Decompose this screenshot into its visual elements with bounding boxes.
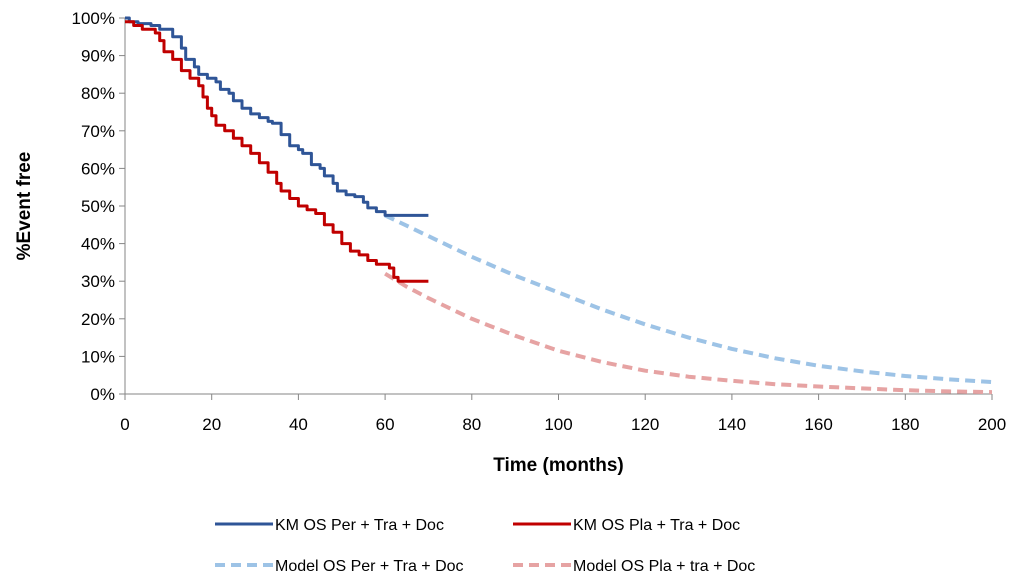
y-tick-label: 0% xyxy=(90,385,115,404)
x-tick-label: 200 xyxy=(978,415,1006,434)
legend: KM OS Per + Tra + Doc KM OS Pla + Tra + D… xyxy=(215,517,755,575)
x-tick-label: 180 xyxy=(891,415,919,434)
series-line-2 xyxy=(125,20,429,283)
y-tick-label: 30% xyxy=(81,272,115,291)
series-line-3 xyxy=(384,213,993,384)
legend-label-1: KM OS Per + Tra + Doc xyxy=(275,517,444,534)
legend-label-4: Model OS Pla + tra + Doc xyxy=(573,558,755,575)
series-line-1 xyxy=(125,16,429,217)
y-tick-label: 60% xyxy=(81,159,115,178)
y-tick-label: 50% xyxy=(81,197,115,216)
y-tick-label: 80% xyxy=(81,84,115,103)
series-line-4 xyxy=(384,271,993,395)
x-tick-label: 0 xyxy=(120,415,129,434)
y-tick-label: 100% xyxy=(72,9,115,28)
x-tick-label: 80 xyxy=(462,415,481,434)
x-tick-label: 100 xyxy=(544,415,572,434)
x-axis-title: Time (months) xyxy=(493,455,624,476)
y-tick-label: 20% xyxy=(81,310,115,329)
y-tick-label: 70% xyxy=(81,122,115,141)
x-tick-label: 20 xyxy=(202,415,221,434)
series-layer xyxy=(125,16,993,395)
x-tick-label: 40 xyxy=(289,415,308,434)
x-tick-label: 160 xyxy=(804,415,832,434)
legend-label-3: Model OS Per + Tra + Doc xyxy=(275,558,464,575)
y-tick-label: 40% xyxy=(81,235,115,254)
axes: 0% 10% 20% 30% 40% 50% 60% 70% 80% 90% 100% 0 20 40 60… xyxy=(72,9,1007,434)
y-axis-title: %Event free xyxy=(14,152,35,261)
x-tick-label: 60 xyxy=(376,415,395,434)
x-tick-label: 120 xyxy=(631,415,659,434)
x-tick-label: 140 xyxy=(718,415,746,434)
legend-label-2: KM OS Pla + Tra + Doc xyxy=(573,517,740,534)
y-tick-label: 10% xyxy=(81,347,115,366)
y-tick-label: 90% xyxy=(81,47,115,66)
